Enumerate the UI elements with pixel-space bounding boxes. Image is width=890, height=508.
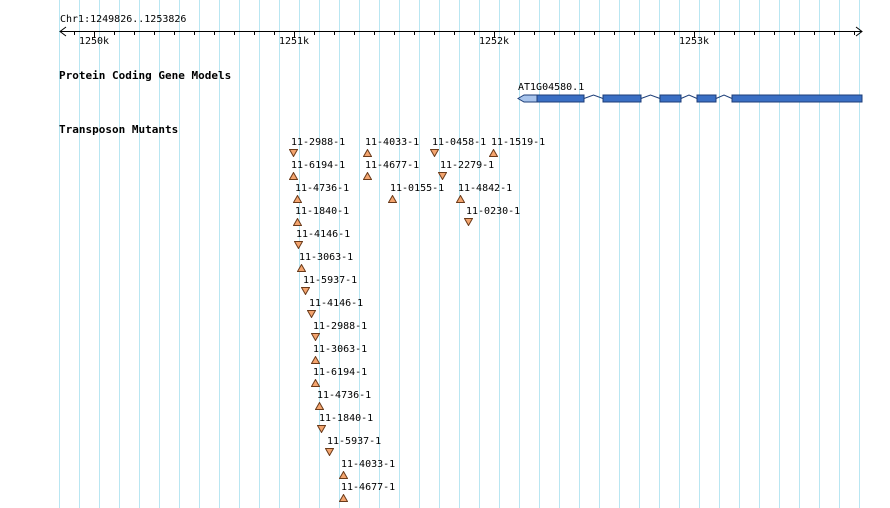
mutant-label: 11-6194-1: [291, 160, 346, 171]
insertion-down-triangle-icon: [311, 333, 320, 341]
insertion-up-triangle-icon: [388, 195, 397, 203]
gene-utr-arrow: [517, 94, 538, 103]
ruler-tick-label: 1252k: [478, 36, 510, 47]
mutant-label: 11-4736-1: [317, 390, 372, 401]
mutant-label: 11-3063-1: [313, 344, 368, 355]
gene-intron: [715, 94, 733, 99]
gene-exon: [602, 94, 642, 103]
gene-exon: [696, 94, 717, 103]
insertion-up-triangle-icon: [311, 356, 320, 364]
insertion-up-triangle-icon: [489, 149, 498, 157]
insertion-down-triangle-icon: [289, 149, 298, 157]
ruler-tick-label: 1251k: [278, 36, 310, 47]
mutant-label: 11-4146-1: [296, 229, 351, 240]
mutant-label: 11-3063-1: [299, 252, 354, 263]
mutant-label: 11-2988-1: [313, 321, 368, 332]
insertion-up-triangle-icon: [456, 195, 465, 203]
mutant-label: 11-4146-1: [309, 298, 364, 309]
chromosome-range-label: Chr1:1249826..1253826: [60, 14, 187, 25]
insertion-down-triangle-icon: [325, 448, 334, 456]
insertion-up-triangle-icon: [293, 218, 302, 226]
mutant-label: 11-1840-1: [319, 413, 374, 424]
insertion-up-triangle-icon: [363, 149, 372, 157]
insertion-down-triangle-icon: [438, 172, 447, 180]
insertion-up-triangle-icon: [293, 195, 302, 203]
insertion-down-triangle-icon: [307, 310, 316, 318]
mutant-label: 11-0230-1: [466, 206, 521, 217]
insertion-up-triangle-icon: [297, 264, 306, 272]
mutant-label: 11-2279-1: [440, 160, 495, 171]
insertion-down-triangle-icon: [317, 425, 326, 433]
mutant-label: 11-1519-1: [491, 137, 546, 148]
insertion-up-triangle-icon: [311, 379, 320, 387]
gene-intron: [583, 94, 604, 99]
ruler-right-arrow: [855, 26, 863, 37]
insertion-up-triangle-icon: [289, 172, 298, 180]
gene-exon: [731, 94, 863, 103]
ruler-tick-label: 1253k: [678, 36, 710, 47]
gene-exon: [659, 94, 682, 103]
mutant-label: 11-4033-1: [341, 459, 396, 470]
gene-intron: [680, 94, 698, 99]
insertion-down-triangle-icon: [301, 287, 310, 295]
mutant-label: 11-4736-1: [295, 183, 350, 194]
insertion-up-triangle-icon: [339, 471, 348, 479]
insertion-down-triangle-icon: [430, 149, 439, 157]
gene-model-label[interactable]: AT1G04580.1: [518, 82, 585, 93]
mutant-label: 11-4842-1: [458, 183, 513, 194]
mutant-label: 11-1840-1: [295, 206, 350, 217]
mutant-label: 11-5937-1: [327, 436, 382, 447]
ruler-left-arrow: [59, 26, 67, 37]
mutant-label: 11-0458-1: [432, 137, 487, 148]
mutant-label: 11-5937-1: [303, 275, 358, 286]
insertion-down-triangle-icon: [294, 241, 303, 249]
mutant-label: 11-2988-1: [291, 137, 346, 148]
mutant-label: 11-6194-1: [313, 367, 368, 378]
gene-exon: [536, 94, 585, 103]
mutant-label: 11-4677-1: [341, 482, 396, 493]
insertion-up-triangle-icon: [339, 494, 348, 502]
mutant-label: 11-4033-1: [365, 137, 420, 148]
insertion-up-triangle-icon: [315, 402, 324, 410]
insertion-down-triangle-icon: [464, 218, 473, 226]
insertion-up-triangle-icon: [363, 172, 372, 180]
mutant-label: 11-4677-1: [365, 160, 420, 171]
gene-intron: [640, 94, 661, 99]
mutant-label: 11-0155-1: [390, 183, 445, 194]
ruler-tick-label: 1250k: [78, 36, 110, 47]
transposon-mutants-track-title: Transposon Mutants: [59, 123, 179, 136]
gene-models-track-title: Protein Coding Gene Models: [59, 69, 232, 82]
